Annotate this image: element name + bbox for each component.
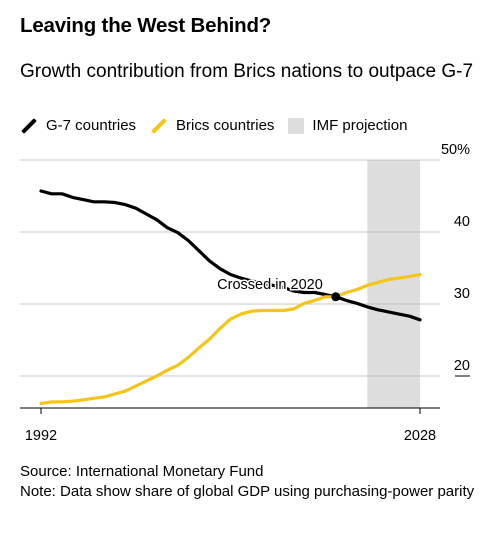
source-text: Source: International Monetary Fund — [20, 463, 264, 480]
series-line-g7 — [39, 189, 422, 322]
chart-footer: Source: International Monetary Fund Note… — [20, 462, 490, 502]
chart-legend: G-7 countries Brics countries IMF projec… — [20, 117, 421, 134]
legend-item-projection: IMF projection — [288, 117, 407, 134]
legend-label-projection: IMF projection — [312, 117, 408, 134]
crossing-annotation-label: Crossed in 2020 — [217, 277, 323, 293]
legend-label-g7: G-7 countries — [46, 117, 137, 134]
note-text: Note: Data show share of global GDP usin… — [20, 483, 475, 500]
y-tick-label: 30 — [454, 286, 470, 302]
series-line-brics — [39, 272, 422, 405]
legend-item-g7: G-7 countries — [20, 117, 136, 134]
y-tick-label: 20 — [454, 358, 470, 374]
x-tick-label: 1992 — [25, 428, 57, 444]
legend-label-brics: Brics countries — [176, 117, 275, 134]
chart-subtitle: Growth contribution from Brics nations t… — [20, 61, 474, 82]
x-tick-label: 2028 — [404, 428, 436, 444]
y-tick-label: 50% — [441, 142, 470, 158]
legend-swatch-projection — [288, 117, 305, 134]
y-tick-label: 40 — [454, 214, 470, 230]
chart-title: Leaving the West Behind? — [20, 14, 272, 37]
legend-item-brics: Brics countries — [150, 117, 274, 134]
crossing-point-marker — [331, 292, 341, 302]
